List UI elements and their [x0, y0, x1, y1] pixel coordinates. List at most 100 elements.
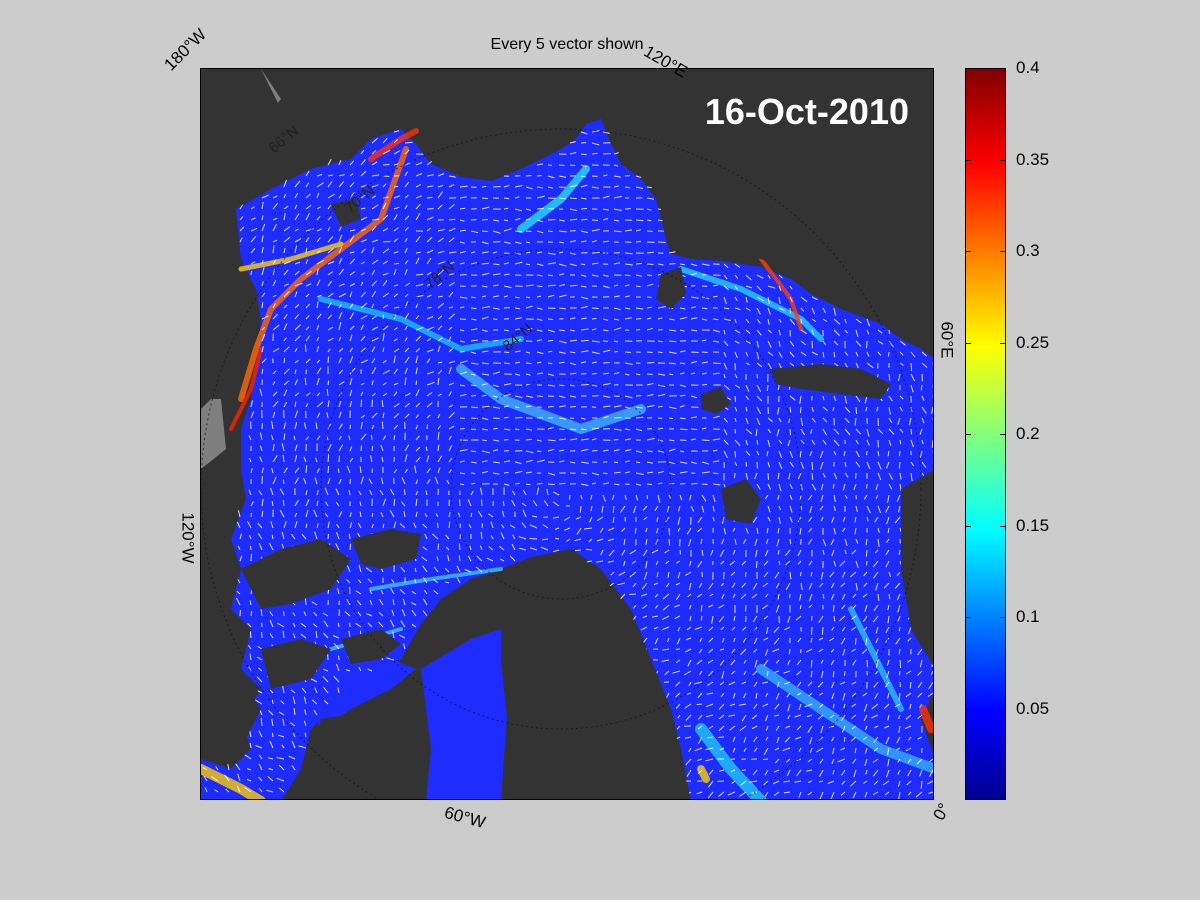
velocity-vector: [754, 472, 758, 480]
velocity-vector: [294, 213, 300, 221]
velocity-vector: [382, 175, 390, 177]
velocity-vector: [382, 260, 389, 265]
velocity-vector: [316, 324, 320, 331]
velocity-vector: [877, 450, 880, 457]
velocity-vector: [356, 599, 362, 606]
velocity-vector: [459, 185, 468, 188]
velocity-vector: [543, 500, 549, 507]
velocity-vector: [257, 646, 263, 650]
velocity-vector: [872, 560, 879, 568]
velocity-vector: [917, 648, 923, 656]
velocity-vector: [327, 348, 331, 353]
velocity-vector: [709, 593, 714, 597]
velocity-vector: [327, 521, 330, 529]
velocity-vector: [475, 566, 483, 573]
velocity-vector: [580, 494, 583, 500]
velocity-vector: [480, 531, 483, 540]
velocity-vector: [785, 560, 791, 566]
velocity-vector: [349, 446, 353, 452]
velocity-vector: [580, 339, 589, 342]
velocity-vector: [696, 791, 703, 795]
velocity-vector: [657, 393, 666, 397]
velocity-vector: [415, 367, 418, 375]
velocity-vector: [371, 326, 379, 331]
velocity-vector: [358, 666, 362, 672]
velocity-vector: [697, 527, 703, 533]
velocity-vector: [820, 571, 824, 580]
velocity-vector: [701, 549, 704, 556]
velocity-vector: [833, 428, 840, 435]
velocity-vector: [805, 648, 813, 653]
velocity-vector: [885, 549, 890, 556]
velocity-vector: [525, 405, 532, 408]
velocity-vector: [445, 546, 450, 551]
velocity-vector: [327, 236, 334, 243]
velocity-vector: [278, 711, 285, 716]
velocity-vector: [908, 791, 912, 796]
velocity-vector: [763, 571, 769, 578]
velocity-vector: [772, 780, 780, 785]
velocity-vector: [360, 315, 368, 320]
velocity-vector: [424, 533, 428, 540]
velocity-vector: [415, 303, 419, 309]
velocity-vector: [305, 509, 309, 518]
velocity-vector: [315, 630, 318, 639]
velocity-vector: [730, 769, 736, 773]
velocity-vector: [415, 335, 422, 342]
velocity-vector: [741, 560, 747, 566]
velocity-vector: [415, 273, 424, 276]
velocity-vector: [851, 681, 857, 685]
velocity-vector: [558, 284, 566, 287]
velocity-vector: [819, 791, 824, 799]
velocity-vector: [426, 216, 434, 221]
velocity-vector: [854, 747, 857, 754]
velocity-vector: [547, 339, 554, 342]
velocity-vector: [269, 740, 274, 749]
velocity-vector: [371, 259, 379, 265]
velocity-vector: [249, 730, 252, 738]
velocity-vector: [705, 758, 714, 762]
velocity-vector: [833, 307, 836, 316]
velocity-vector: [908, 417, 912, 426]
velocity-vector: [415, 380, 418, 386]
velocity-vector: [303, 477, 307, 485]
colorbar-tick-mark: [1000, 434, 1006, 435]
velocity-vector: [844, 406, 851, 413]
colorbar-tick-label: 0.15: [1016, 515, 1050, 535]
velocity-vector: [708, 725, 714, 730]
velocity-vector: [422, 565, 428, 573]
velocity-vector: [624, 406, 631, 409]
velocity-vector: [800, 483, 803, 491]
velocity-vector: [304, 344, 307, 353]
velocity-vector: [469, 545, 472, 551]
velocity-vector: [773, 769, 780, 773]
velocity-vector: [831, 626, 835, 631]
velocity-vector: [470, 490, 474, 496]
velocity-vector: [492, 340, 498, 342]
velocity-vector: [690, 461, 698, 465]
velocity-vector: [481, 373, 490, 376]
velocity-vector: [399, 588, 406, 595]
velocity-vector: [371, 195, 377, 199]
velocity-vector: [932, 451, 933, 453]
velocity-vector: [830, 791, 835, 799]
velocity-vector: [459, 196, 467, 199]
velocity-vector: [580, 417, 586, 420]
velocity-vector: [635, 461, 641, 464]
island-landmass: [201, 679, 261, 759]
velocity-vector: [448, 291, 454, 298]
velocity-vector: [635, 483, 642, 486]
velocity-vector: [683, 670, 692, 676]
velocity-vector: [613, 372, 620, 375]
velocity-vector: [283, 337, 287, 342]
velocity-vector: [269, 689, 274, 694]
velocity-vector: [767, 505, 771, 513]
velocity-vector: [547, 175, 555, 179]
velocity-vector: [569, 372, 577, 375]
velocity-vector: [706, 703, 714, 708]
velocity-vector: [819, 461, 824, 470]
velocity-vector: [690, 272, 697, 276]
velocity-vector: [426, 227, 431, 232]
velocity-vector: [459, 472, 466, 475]
velocity-vector: [393, 284, 399, 287]
